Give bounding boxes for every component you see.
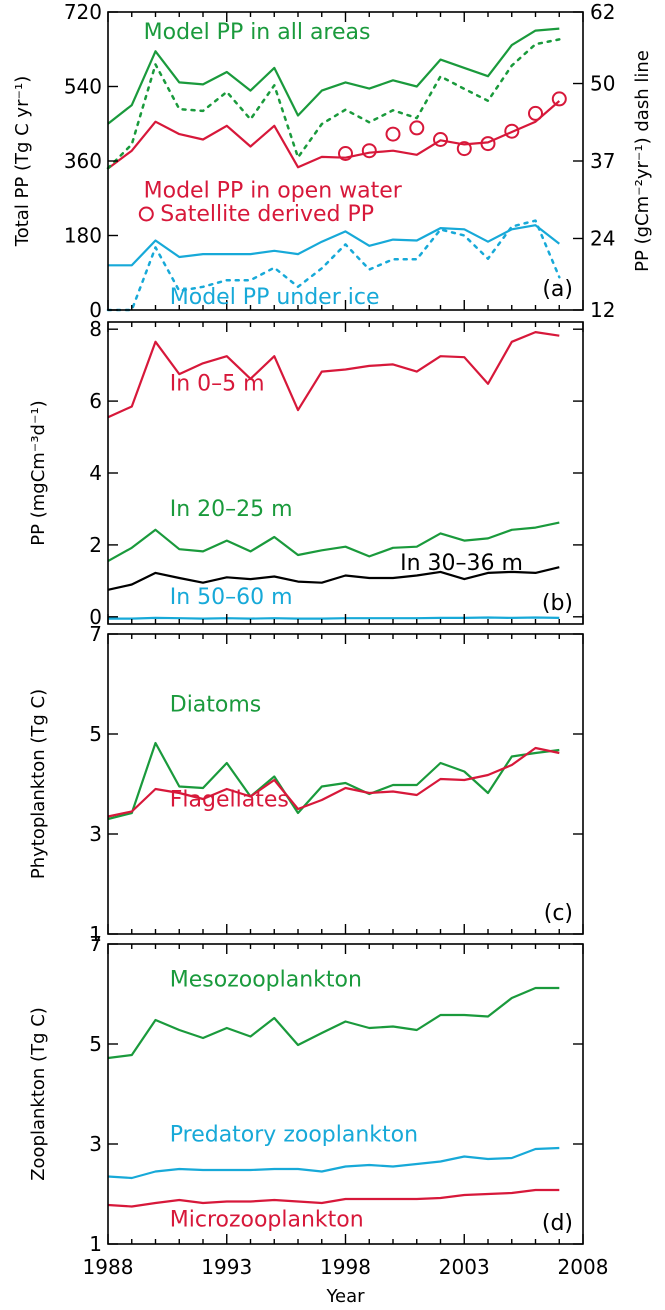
panel-c-diatoms-0-line	[107, 741, 560, 821]
panel-d: 1 3 5 7 Zooplankton (Tg C) (d) Mesozooplankton…	[28, 932, 584, 1256]
panel-b-y-axis-label: PP (mgCm⁻³d⁻¹)	[28, 400, 49, 545]
panel-a-satellite-derived-pp-5-point	[480, 136, 496, 152]
panel-a-satellite-derived-pp-5-point	[433, 132, 448, 147]
panel-a-model-pp-under-ice-2-line	[108, 224, 560, 267]
panel-b-in-30-36-m-2-line	[107, 566, 560, 591]
panel-a-satellite-derived-pp-5-point	[528, 105, 543, 121]
panel-a-label: (a)	[542, 277, 573, 302]
panel-c-y-tick-label: 7	[89, 622, 102, 646]
panel-b-annotation-in-0-5-m: In 0–5 m	[170, 371, 265, 396]
panel-b-y-tick-label: 4	[89, 461, 102, 485]
panel-c: 1 3 5 7 Phytoplankton (Tg C) (c) Diatoms Flagel…	[28, 622, 584, 946]
panel-a-annotation-model-pp-in-open-water: Model PP in open water	[144, 178, 403, 203]
panel-a-y2-tick-label: 37	[590, 149, 615, 173]
panel-c-flagellates-1-line	[107, 746, 560, 818]
x-tick-label: 1998	[320, 1255, 371, 1279]
x-tick-label: 1988	[83, 1255, 134, 1279]
panel-a-satellite-derived-pp-5-point	[551, 91, 567, 107]
panel-d-y-axis-label: Zooplankton (Tg C)	[28, 1007, 49, 1181]
panel-b-in-50-60-m-3-line	[108, 616, 560, 620]
panel-a-y-tick-label: 0	[89, 298, 102, 322]
panel-a-y-tick-label: 720	[64, 0, 102, 24]
panel-a-satellite-derived-pp-5-point	[409, 120, 425, 136]
panel-d-y-tick-label: 3	[89, 1132, 102, 1156]
panel-d-y-tick-label: 1	[89, 1232, 102, 1256]
panel-a-y2-tick-label: 24	[590, 226, 615, 250]
panel-d-label: (d)	[542, 1211, 573, 1236]
panel-a-y-axis-label: Total PP (Tg C yr⁻¹)	[12, 76, 33, 247]
satellite-legend-marker	[138, 206, 154, 222]
panel-b-in-0-5-m-0-line	[107, 331, 560, 419]
panel-b-label: (b)	[542, 591, 573, 616]
panel-d-mesozooplankton-0-line	[107, 986, 560, 1060]
panel-a-satellite-derived-pp-5-point	[385, 126, 401, 142]
panel-c-y-axis-label: Phytoplankton (Tg C)	[28, 689, 49, 879]
panel-a-right-axis-label: PP (gCm⁻²yr⁻¹) dash line	[632, 50, 653, 272]
panel-a-y2-tick-label: 62	[590, 0, 615, 24]
panel-a-y-tick-label: 540	[64, 75, 102, 99]
panel-d-annotation-microzooplankton: Microzooplankton	[170, 1208, 364, 1233]
panel-a-y-tick-label: 180	[64, 224, 102, 248]
panel-b-y-tick-label: 6	[89, 389, 102, 413]
panel-b-y-tick-label: 8	[89, 317, 102, 341]
panel-a-y2-tick-label: 12	[590, 298, 615, 322]
panel-a-cyan-dotted-4-line	[106, 219, 561, 312]
panel-a-model-pp-in-open-water-1-line	[107, 100, 561, 170]
panel-a-annotation-model-pp-in-all-areas: Model PP in all areas	[144, 20, 371, 45]
panel-a-annotation-model-pp-under-ice: Model PP under ice	[170, 285, 380, 310]
panel-a-annotation-satellite-derived-pp: Satellite derived PP	[160, 202, 374, 227]
panel-b: 0 2 4 6 8 PP (mgCm⁻³d⁻¹) (b) In 0–5 m In 20–25 m…	[28, 317, 584, 629]
panel-c-label: (c)	[544, 901, 573, 926]
panel-a-y2-tick-label: 50	[590, 72, 615, 96]
x-tick-label: 2003	[439, 1255, 490, 1279]
panel-d-y-tick-label: 7	[89, 932, 102, 956]
panel-b-in-20-25-m-1-line	[107, 521, 560, 563]
panel-b-y-tick-label: 0	[89, 605, 102, 629]
panel-a-satellite-derived-pp-5-point	[504, 123, 520, 139]
panel-d-annotation-mesozooplankton: Mesozooplankton	[170, 968, 362, 993]
panel-c-annotation-flagellates: Flagellates	[170, 788, 289, 813]
panel-a-green-dotted-3-line	[106, 38, 561, 170]
panel-c-y-tick-label: 3	[89, 822, 102, 846]
x-axis-label: Year	[325, 1286, 365, 1307]
x-tick-label: 2008	[558, 1255, 609, 1279]
panel-a-satellite-derived-pp-5-point	[361, 143, 377, 159]
panel-d-microzooplankton-2-line	[107, 1188, 560, 1208]
panel-d-y-tick-label: 5	[89, 1032, 102, 1056]
panel-c-y-tick-label: 1	[89, 922, 102, 946]
panel-b-y-tick-label: 2	[89, 533, 102, 557]
panel-a-model-pp-in-all-areas-0-line	[107, 27, 560, 125]
panel-a-satellite-derived-pp-5-point	[456, 141, 472, 157]
panel-c-y-tick-label: 5	[89, 722, 102, 746]
panel-a-y-tick-label: 360	[64, 149, 102, 173]
panel-b-annotation-in-50-60-m: In 50–60 m	[170, 585, 293, 610]
panel-c-annotation-diatoms: Diatoms	[170, 693, 262, 718]
panel-a: 0 180 360 540 720 12 24 37 50 62 PP (gCm⁻²yr⁻¹) da…	[12, 0, 653, 322]
panel-d-annotation-predatory-zooplankton: Predatory zooplankton	[170, 1123, 418, 1148]
panel-d-predatory-zooplankton-1-line	[107, 1146, 560, 1180]
panel-b-annotation-in-30-36-m: In 30–36 m	[400, 551, 523, 576]
x-tick-label: 1993	[201, 1255, 252, 1279]
panel-b-annotation-in-20-25-m: In 20–25 m	[170, 497, 293, 522]
panel-a-satellite-derived-pp-5-point	[338, 146, 353, 161]
